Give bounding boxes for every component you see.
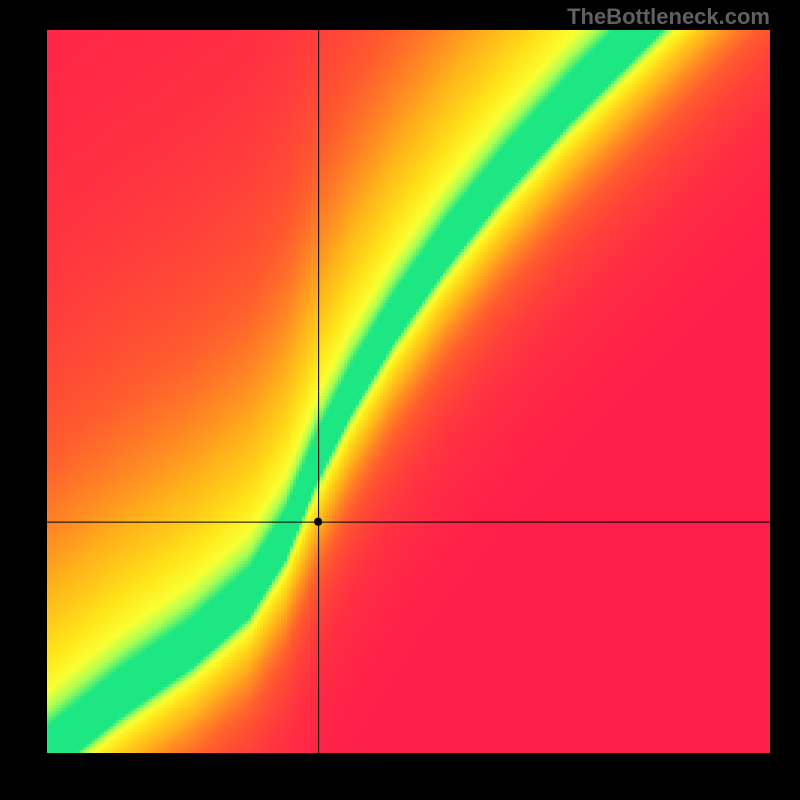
crosshair-overlay xyxy=(47,30,770,753)
outer-container: TheBottleneck.com xyxy=(0,0,800,800)
bottleneck-heatmap xyxy=(47,30,770,753)
watermark-text: TheBottleneck.com xyxy=(567,4,770,30)
